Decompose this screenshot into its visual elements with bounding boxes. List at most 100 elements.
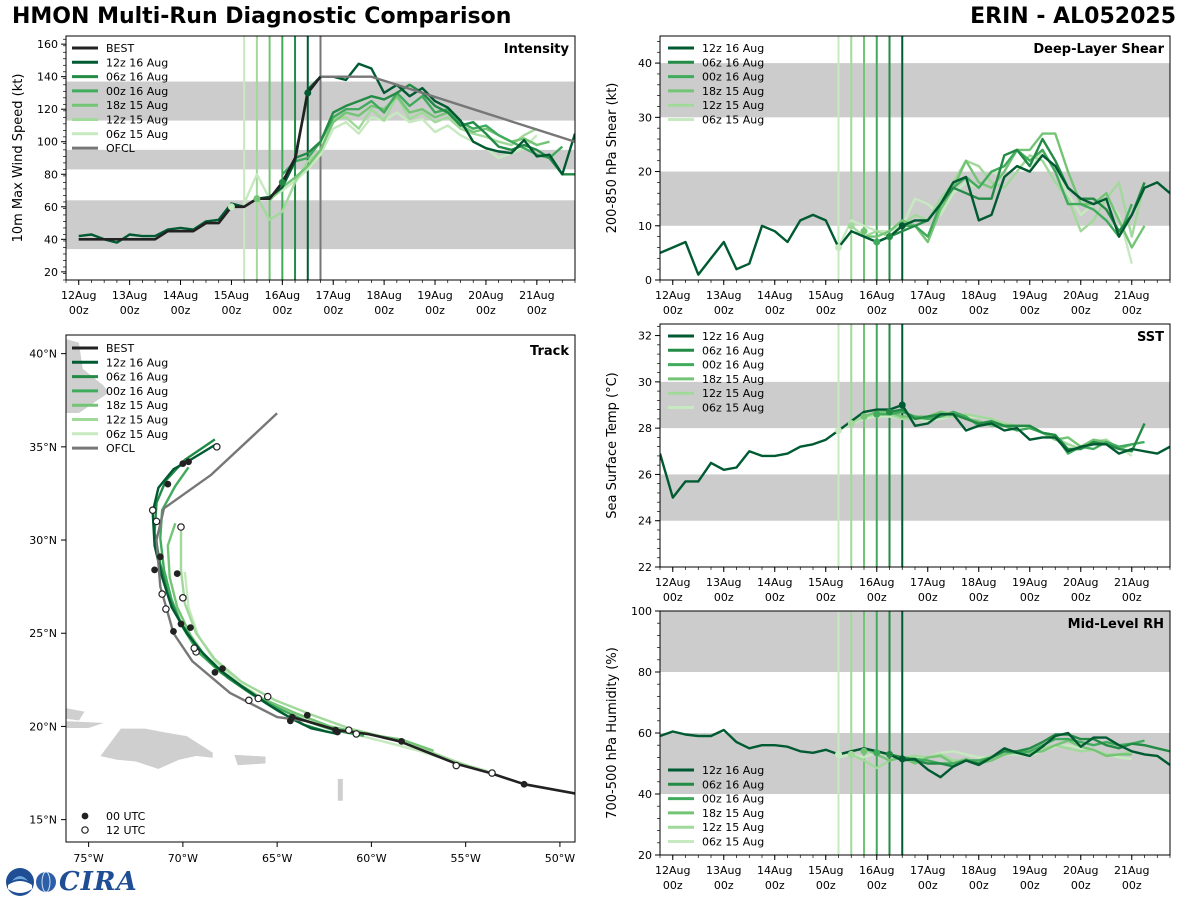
sst-xtick-hour: 00z bbox=[1122, 591, 1142, 604]
rh-ytick-label: 100 bbox=[631, 605, 652, 618]
shear-init-marker bbox=[898, 222, 906, 230]
shear-xtick-hour: 00z bbox=[1020, 304, 1040, 317]
shear-series-line bbox=[864, 132, 1146, 249]
sst-ytick-label: 26 bbox=[638, 468, 652, 481]
rh-legend-label: 00z 16 Aug bbox=[702, 793, 764, 806]
rh-xtick-hour: 00z bbox=[765, 879, 785, 892]
track-legend-12z-label: 12 UTC bbox=[106, 824, 146, 837]
sst-xtick-hour: 00z bbox=[969, 591, 989, 604]
sst-xtick-hour: 00z bbox=[918, 591, 938, 604]
intensity-legend-label: OFCL bbox=[106, 142, 136, 155]
rh-ytick-label: 60 bbox=[638, 727, 652, 740]
shear-legend-label: 12z 15 Aug bbox=[702, 99, 764, 112]
intensity-xtick-hour: 00z bbox=[69, 304, 89, 317]
track-legend-label: 00z 16 Aug bbox=[106, 385, 168, 398]
figure-title: HMON Multi-Run Diagnostic Comparison bbox=[12, 4, 512, 29]
rh-plot-area bbox=[660, 611, 1170, 855]
sst-xtick-hour: 00z bbox=[765, 591, 785, 604]
shear-legend-label: 06z 16 Aug bbox=[702, 56, 764, 69]
intensity-xtick-hour: 00z bbox=[476, 304, 496, 317]
rh-ytick-label: 40 bbox=[638, 788, 652, 801]
shear-init-marker bbox=[886, 233, 893, 241]
track-best-line bbox=[291, 715, 575, 795]
rh-band-1 bbox=[660, 611, 1170, 672]
sst-xtick-day: 19Aug bbox=[1012, 576, 1047, 589]
track-legend-label: 06z 15 Aug bbox=[106, 428, 168, 441]
cira-logo: CIRA bbox=[5, 867, 138, 897]
rh-xtick-day: 15Aug bbox=[808, 864, 843, 877]
track-panel-title: Track bbox=[530, 344, 569, 359]
track-series-line bbox=[159, 466, 365, 737]
sst-band-1 bbox=[660, 381, 1170, 429]
rh-init-marker bbox=[860, 747, 868, 755]
track-fix-12z bbox=[213, 443, 221, 451]
shear-init-marker bbox=[873, 238, 881, 246]
track-fix-12z bbox=[452, 761, 461, 770]
track-fix-00z bbox=[187, 624, 194, 632]
sst-xtick-day: 14Aug bbox=[757, 576, 792, 589]
intensity-xtick-day: 19Aug bbox=[417, 289, 452, 302]
intensity-xtick-hour: 00z bbox=[222, 304, 242, 317]
shear-xtick-day: 12Aug bbox=[655, 289, 690, 302]
rh-init-marker bbox=[835, 750, 842, 758]
sst-xtick-day: 20Aug bbox=[1063, 576, 1098, 589]
shear-legend-label: 00z 16 Aug bbox=[702, 71, 764, 84]
intensity-series-line bbox=[281, 91, 564, 176]
shear-xtick-day: 21Aug bbox=[1114, 289, 1149, 302]
track-fix-00z bbox=[170, 627, 177, 635]
rh-init-marker bbox=[898, 755, 906, 763]
intensity-init-marker bbox=[304, 89, 312, 97]
sst-xtick-day: 21Aug bbox=[1114, 576, 1149, 589]
intensity-xtick-day: 20Aug bbox=[468, 289, 503, 302]
track-fix-00z bbox=[156, 553, 164, 561]
rh-xtick-day: 20Aug bbox=[1063, 864, 1098, 877]
intensity-ytick-label: 140 bbox=[37, 71, 58, 84]
intensity-plot-area bbox=[66, 36, 575, 280]
track-fix-12z bbox=[344, 726, 353, 734]
rh-xtick-hour: 00z bbox=[867, 879, 887, 892]
sst-xtick-hour: 00z bbox=[1071, 591, 1091, 604]
shear-ytick-label: 20 bbox=[638, 166, 652, 179]
track-fix-00z bbox=[151, 566, 159, 574]
rh-panel-title: Mid-Level RH bbox=[1068, 617, 1164, 632]
sst-xtick-hour: 00z bbox=[663, 591, 683, 604]
track-legend-label: 12z 15 Aug bbox=[106, 414, 168, 427]
track-frame bbox=[65, 334, 576, 843]
track-fix-12z bbox=[352, 730, 361, 738]
rh-legend-label: 12z 15 Aug bbox=[702, 821, 764, 834]
sst-xtick-day: 15Aug bbox=[808, 576, 843, 589]
sst-init-marker bbox=[898, 401, 906, 409]
sst-legend-label: 00z 16 Aug bbox=[702, 359, 764, 372]
track-xtick-label: 70°W bbox=[168, 852, 198, 865]
shear-xtick-day: 17Aug bbox=[910, 289, 945, 302]
track-fix-12z bbox=[254, 694, 263, 703]
track-ytick-label: 40°N bbox=[29, 348, 57, 361]
track-legend-12z-marker bbox=[81, 826, 89, 834]
track-legend-00z-marker bbox=[81, 812, 89, 820]
track-xtick-label: 55°W bbox=[450, 852, 480, 865]
rh-xtick-day: 13Aug bbox=[706, 864, 741, 877]
shear-init-marker bbox=[860, 227, 868, 235]
sst-xtick-day: 18Aug bbox=[961, 576, 996, 589]
intensity-init-marker bbox=[253, 195, 261, 203]
track-ytick-label: 15°N bbox=[29, 814, 57, 827]
track-fix-00z bbox=[398, 737, 405, 745]
track-fix-00z bbox=[164, 480, 172, 488]
land-bahamas-1 bbox=[66, 707, 86, 722]
track-xtick-label: 75°W bbox=[73, 852, 103, 865]
intensity-ytick-label: 160 bbox=[37, 38, 58, 51]
sst-xtick-day: 17Aug bbox=[910, 576, 945, 589]
shear-panel: 0 10 20 30 40 12Aug 00z 13Aug 00z 14Aug 00z 15Aug 00… bbox=[605, 35, 1171, 317]
shear-xtick-hour: 00z bbox=[816, 304, 836, 317]
sst-panel-title: SST bbox=[1137, 330, 1164, 345]
sst-ytick-label: 22 bbox=[638, 561, 652, 574]
track-series-line bbox=[151, 443, 338, 736]
intensity-xtick-hour: 00z bbox=[323, 304, 343, 317]
shear-xtick-day: 18Aug bbox=[961, 289, 996, 302]
track-fix-12z bbox=[152, 517, 161, 526]
track-fix-00z bbox=[185, 458, 192, 466]
sst-legend-label: 06z 15 Aug bbox=[702, 402, 764, 415]
rh-xtick-hour: 00z bbox=[1020, 879, 1040, 892]
track-fix-12z bbox=[179, 594, 187, 602]
intensity-ytick-label: 60 bbox=[44, 201, 58, 214]
